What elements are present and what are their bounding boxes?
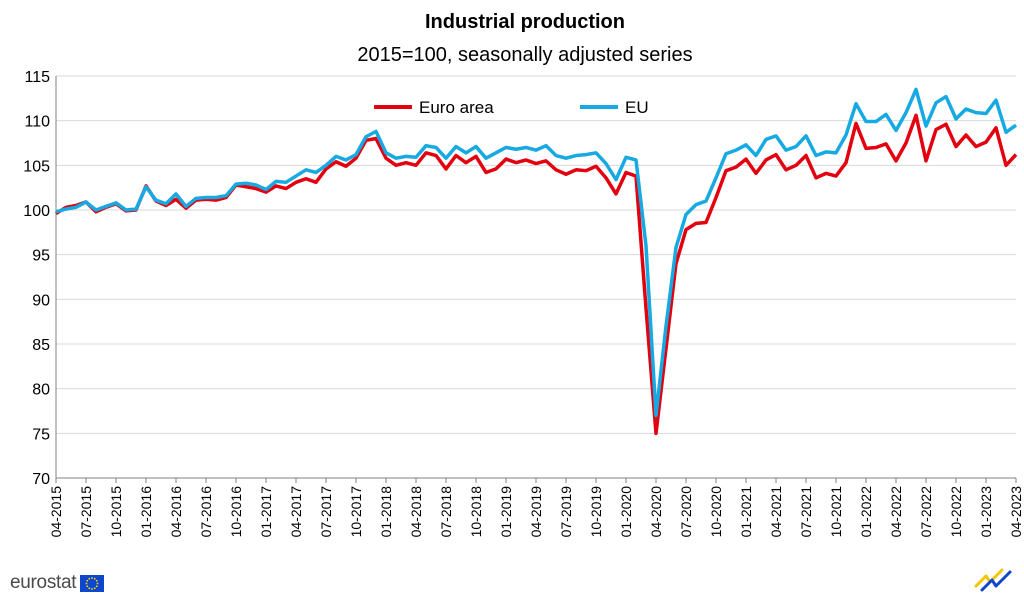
- x-tick-label: 04-2017: [288, 486, 304, 538]
- series-lines: [55, 87, 1018, 436]
- y-tick-label: 80: [32, 382, 50, 399]
- y-tick-label: 95: [32, 248, 50, 265]
- x-axis: 04-2015 07-2015 10-2015 01-2016 04-2016 07-20…: [48, 478, 1024, 537]
- x-tick-label: 10-2016: [228, 486, 244, 538]
- x-tick-label: 04-2022: [888, 486, 904, 538]
- x-tick-label: 04-2016: [168, 486, 184, 538]
- x-tick-label: 07-2021: [798, 486, 814, 538]
- x-tick-label: 01-2018: [378, 486, 394, 538]
- x-tick-label: 04-2019: [528, 486, 544, 538]
- y-tick-label: 105: [23, 158, 50, 175]
- x-tick-label: 07-2018: [438, 486, 454, 538]
- x-tick-label: 07-2020: [678, 486, 694, 538]
- x-tick-label: 07-2015: [78, 486, 94, 538]
- y-tick-label: 75: [32, 426, 50, 443]
- x-tick-label: 10-2018: [468, 486, 484, 538]
- x-tick-label: 10-2015: [108, 486, 124, 538]
- legend-label-eu: EU: [625, 98, 649, 117]
- y-tick-label: 110: [24, 114, 50, 131]
- eurostat-logo: eurostat: [10, 572, 105, 594]
- x-tick-label: 01-2023: [978, 486, 994, 538]
- x-tick-label: 01-2021: [738, 486, 754, 538]
- chart-subtitle: 2015=100, seasonally adjusted series: [357, 44, 692, 66]
- x-tick-label: 07-2017: [318, 486, 334, 538]
- y-tick-label: 100: [23, 203, 50, 220]
- x-tick-label: 10-2019: [588, 486, 604, 538]
- x-tick-label: 10-2017: [348, 486, 364, 538]
- x-tick-label: 01-2016: [138, 486, 154, 538]
- x-tick-label: 01-2017: [258, 486, 274, 538]
- y-tick-label: 70: [32, 471, 50, 488]
- x-tick-label: 04-2021: [768, 486, 784, 538]
- chart-title: Industrial production: [425, 11, 625, 33]
- y-tick-label: 115: [24, 69, 50, 86]
- x-tick-label: 10-2021: [828, 486, 844, 538]
- x-tick-label: 04-2015: [48, 486, 64, 538]
- legend: Euro area EU: [374, 98, 649, 117]
- series-line-euro-area: [55, 113, 1018, 436]
- x-tick-label: 07-2016: [198, 486, 214, 538]
- eurostat-swoosh-icon: [974, 568, 1012, 592]
- legend-label-euro-area: Euro area: [419, 98, 494, 117]
- y-axis: 70 75 80 85 90 95 100 105 110 115: [23, 69, 50, 488]
- y-tick-label: 90: [32, 292, 50, 309]
- grid: [55, 75, 1016, 479]
- x-tick-label: 04-2020: [648, 486, 664, 538]
- x-tick-label: 07-2022: [918, 486, 934, 538]
- y-tick-label: 85: [32, 337, 50, 354]
- eurostat-logo-text: eurostat: [10, 572, 77, 593]
- x-tick-label: 04-2018: [408, 486, 424, 538]
- x-tick-label: 07-2019: [558, 486, 574, 538]
- eu-flag-icon: [80, 574, 105, 592]
- x-tick-label: 01-2020: [618, 486, 634, 538]
- x-tick-label: 04-2023: [1008, 486, 1024, 538]
- x-tick-label: 01-2022: [858, 486, 874, 538]
- series-line-eu: [55, 87, 1018, 418]
- x-tick-label: 10-2020: [708, 486, 724, 538]
- x-tick-label: 01-2019: [498, 486, 514, 538]
- x-tick-label: 10-2022: [948, 486, 964, 538]
